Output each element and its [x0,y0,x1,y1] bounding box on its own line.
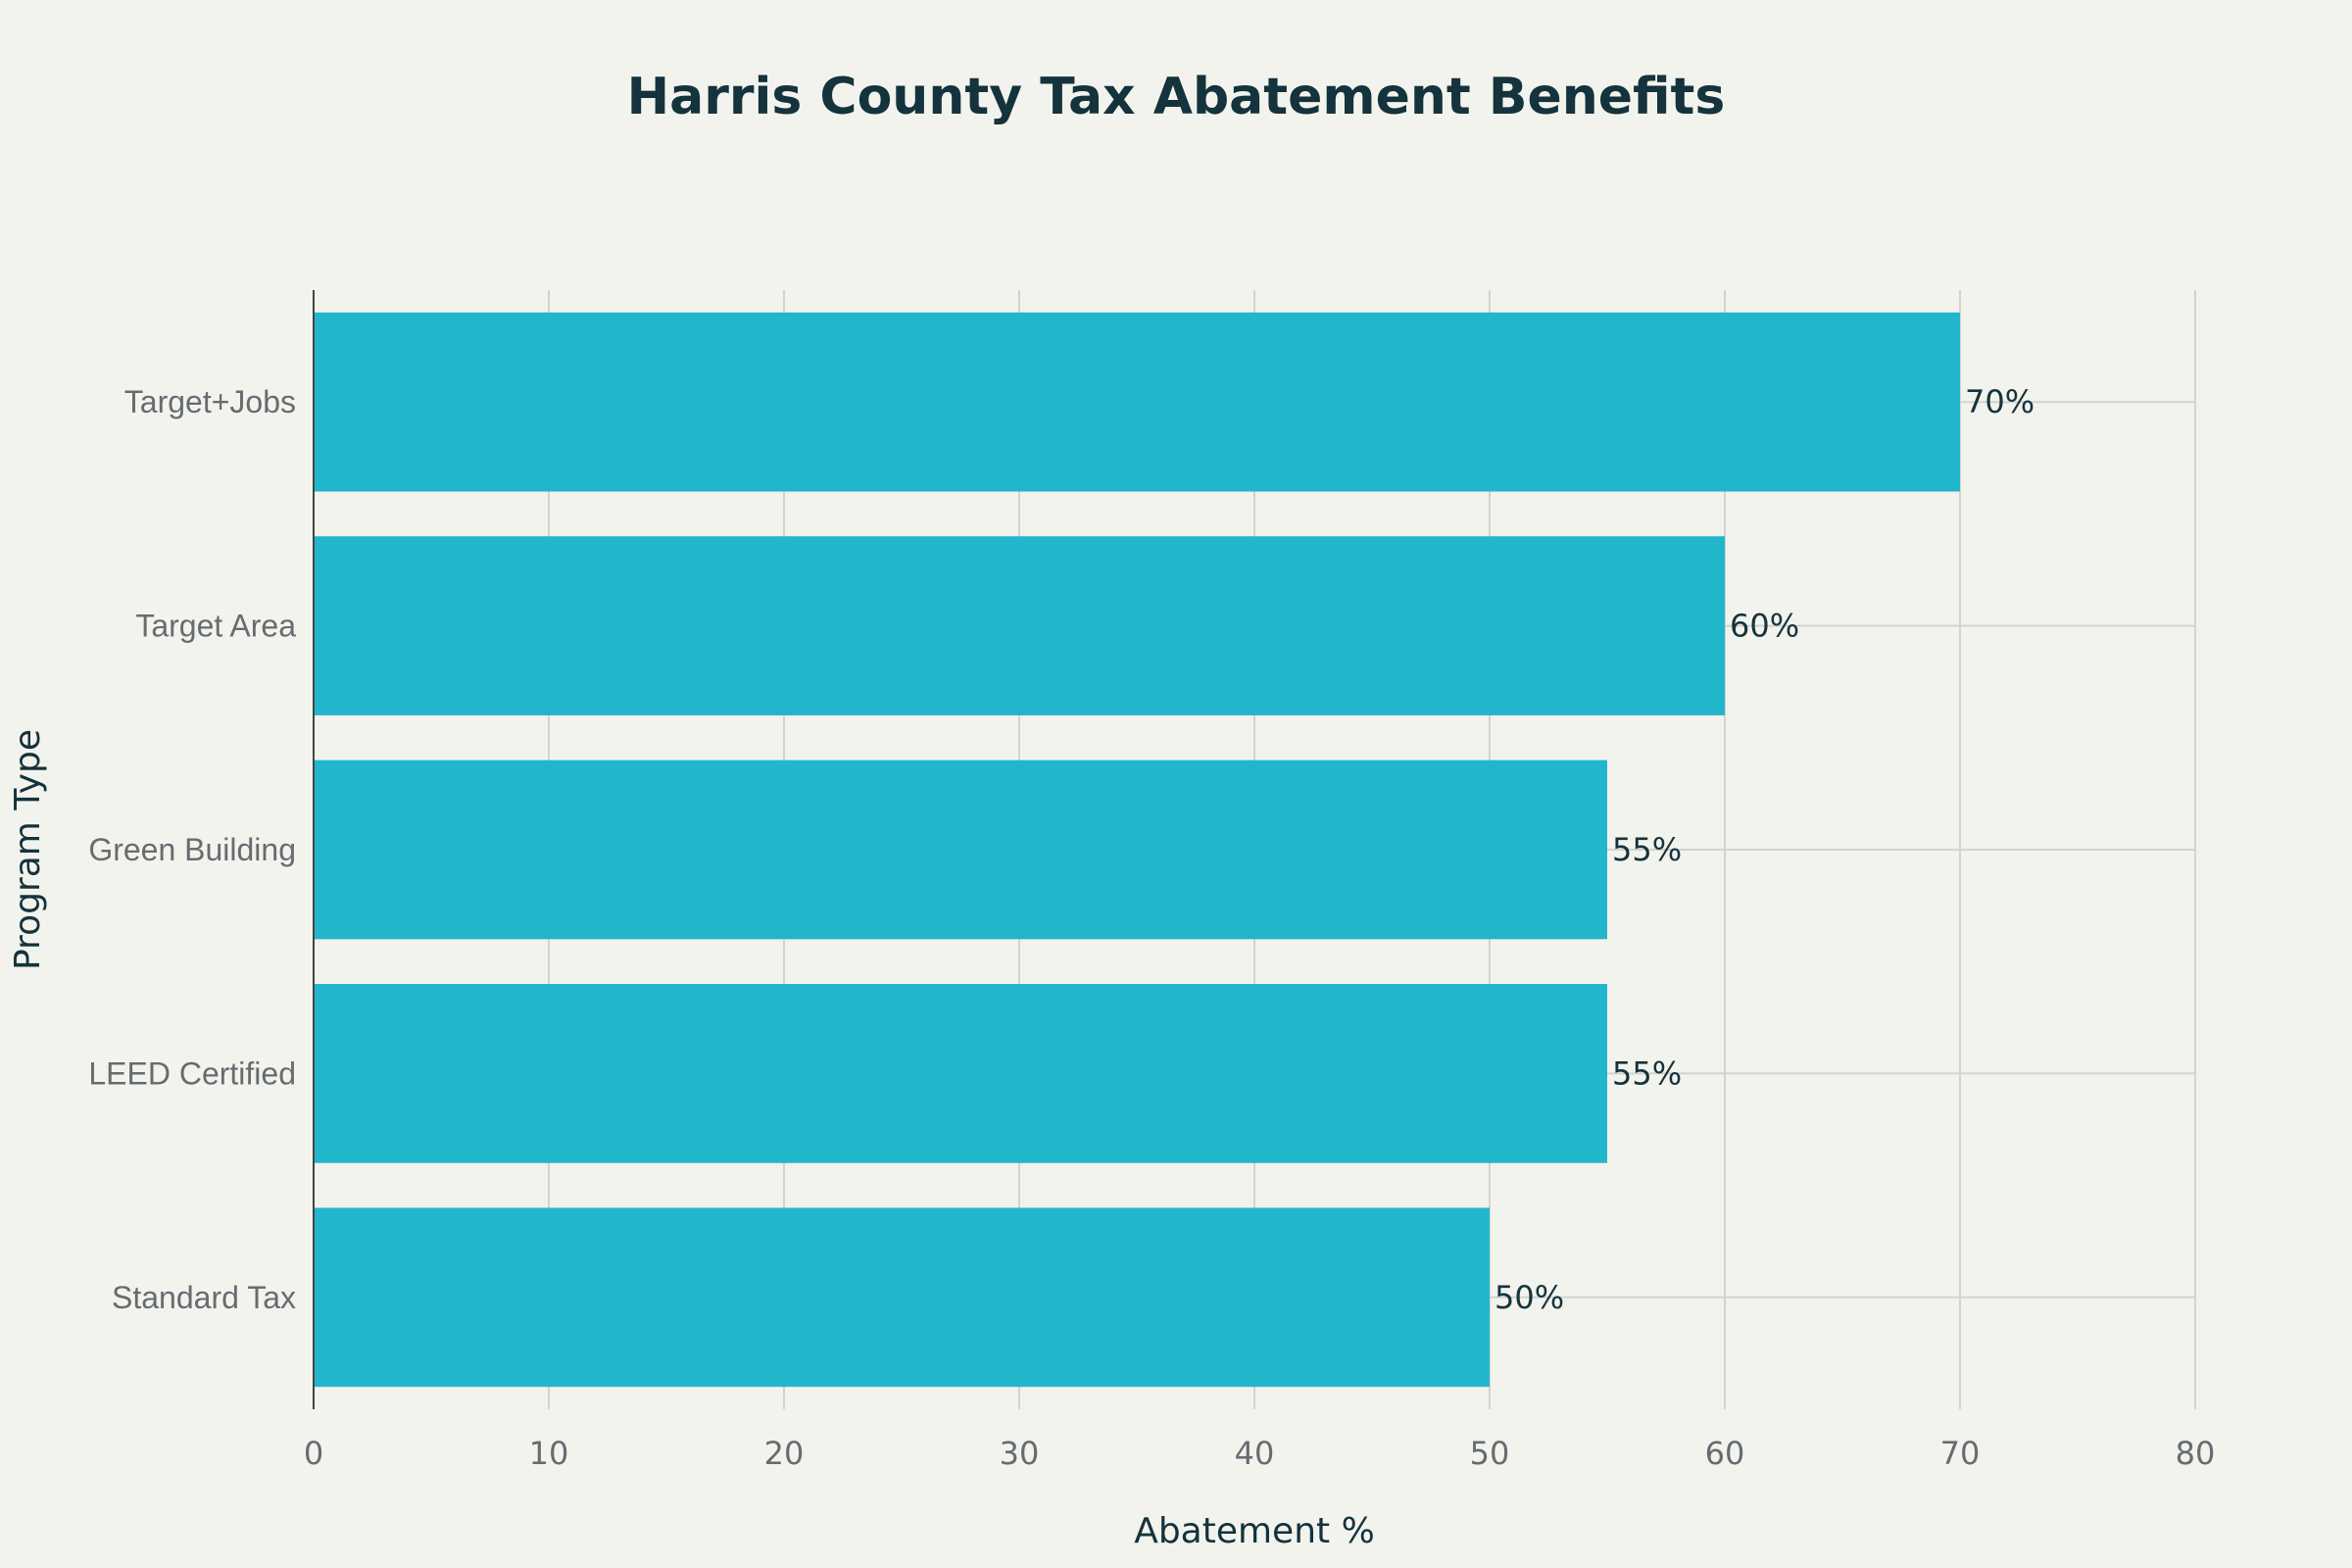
bar [314,312,1960,492]
data-label: 50% [1494,1279,1564,1316]
x-axis-title: Abatement % [1134,1511,1375,1551]
x-tick-label: 50 [1470,1435,1510,1472]
y-tick-label: Standard Tax [112,1280,296,1315]
bar [314,1207,1490,1388]
y-tick-label: Green Building [88,832,296,867]
bar [314,536,1725,715]
bar [314,760,1607,940]
y-tick-label: LEED Certified [88,1055,296,1091]
x-tick-label: 60 [1705,1435,1745,1472]
x-tick-label: 80 [2176,1435,2216,1472]
x-tick-label: 30 [1000,1435,1040,1472]
x-tick-label: 20 [764,1435,805,1472]
bar [314,984,1607,1163]
chart-title: Harris County Tax Abatement Benefits [627,68,1726,126]
data-label: 70% [1965,383,2034,420]
bars [314,312,1960,1388]
data-label: 55% [1612,1054,1682,1092]
axes: 0 10 20 30 40 50 60 70 80 Standard Tax LEED Certif… [88,290,2215,1472]
x-tick-label: 10 [529,1435,569,1472]
data-label: 55% [1612,831,1682,868]
y-tick-label: Target+Jobs [124,384,296,419]
y-axis-title: Program Type [8,729,48,970]
data-label: 60% [1730,608,1799,645]
data-labels: 50% 55% 55% 60% 70% [1494,383,2034,1316]
x-tick-label: 70 [1940,1435,1981,1472]
x-tick-label: 40 [1235,1435,1275,1472]
x-tick-label: 0 [304,1435,323,1472]
y-tick-label: Target Area [135,609,296,644]
